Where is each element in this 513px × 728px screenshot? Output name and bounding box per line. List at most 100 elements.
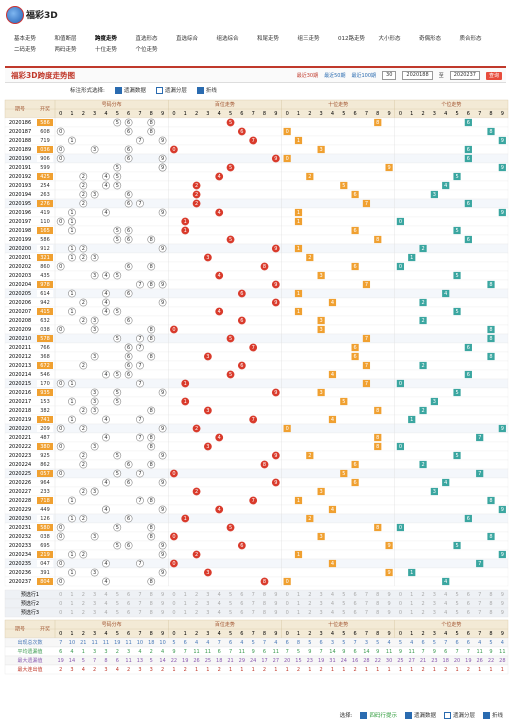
stat-value: 1 — [286, 667, 289, 673]
stat-value: 3 — [127, 649, 130, 655]
row-bg — [4, 558, 509, 569]
hit-circle — [124, 361, 133, 370]
hit-circle — [226, 163, 235, 172]
hit-circle — [249, 415, 258, 424]
number-cell — [37, 569, 53, 576]
hit-digit: 5 — [455, 543, 458, 549]
nav-link[interactable]: 组三走势 — [297, 36, 320, 42]
option[interactable]: 四码行提示 — [360, 711, 397, 719]
draw-number: 942 — [40, 300, 50, 306]
number-cell — [37, 227, 53, 234]
nav-link[interactable]: 二码走势 — [14, 47, 37, 53]
hit-square — [351, 262, 359, 271]
preselect-digit: 5 — [229, 592, 232, 598]
hit-digit: 3 — [93, 273, 96, 279]
option[interactable]: 遗漏数据 — [114, 86, 146, 94]
hit-digit: 8 — [489, 534, 492, 540]
nav-link[interactable]: 基本走势 — [14, 36, 37, 42]
number-cell — [37, 200, 53, 207]
preselect-digit: 7 — [365, 592, 368, 598]
hit-circle — [79, 181, 88, 190]
preselect-digit: 8 — [376, 610, 379, 616]
option[interactable]: 折线 — [482, 711, 503, 719]
checkbox[interactable] — [196, 87, 204, 94]
hit-circle — [102, 415, 110, 424]
digit-label: 6 — [467, 631, 470, 637]
nav-link[interactable]: 直选形态 — [135, 36, 158, 42]
query-button[interactable]: 查询 — [485, 71, 502, 80]
hit-square — [396, 262, 405, 271]
recent-link[interactable]: 最近50期 — [324, 73, 346, 79]
preselect-digit: 5 — [116, 610, 119, 616]
stat-value: 5 — [342, 640, 345, 646]
nav-link[interactable]: 直选综合 — [176, 36, 199, 42]
hit-square — [419, 460, 427, 469]
row-bg — [4, 432, 509, 443]
hit-digit: 4 — [104, 579, 107, 585]
hit-circle — [90, 145, 99, 154]
option[interactable]: 折线 — [196, 86, 217, 94]
row-bg — [4, 324, 509, 335]
digit-label: 4 — [104, 631, 107, 637]
row-bg — [4, 477, 509, 488]
nav-link[interactable]: 大小形态 — [378, 36, 401, 42]
nav-link[interactable]: 十位走势 — [95, 47, 118, 53]
to-input[interactable]: 2020237 — [449, 71, 480, 80]
checkbox[interactable] — [360, 712, 368, 719]
option[interactable]: 遗漏数据 — [404, 711, 436, 719]
issue: 2020230 — [9, 516, 31, 522]
hit-square — [374, 433, 382, 442]
draw-number: 586 — [40, 120, 50, 126]
draw-number: 038 — [40, 327, 50, 333]
checkbox[interactable] — [404, 712, 412, 719]
hit-square — [453, 541, 461, 550]
nav-link[interactable]: 跨度走势 — [95, 36, 118, 42]
hit-digit: 6 — [467, 120, 470, 126]
nav-link[interactable]: 个位走势 — [135, 47, 158, 53]
nav-link[interactable]: 组选综合 — [216, 36, 239, 42]
draw-number: 153 — [40, 399, 50, 405]
nav-link[interactable]: 和值断层 — [54, 36, 77, 42]
period-select[interactable]: 30 — [382, 71, 397, 80]
stat-value: 1 — [478, 667, 481, 673]
option[interactable]: 遗漏分层 — [443, 711, 475, 719]
number-cell — [37, 443, 53, 450]
nav-link[interactable]: 和尾走势 — [257, 36, 280, 42]
stat-value: 9 — [376, 649, 379, 655]
hit-digit: 2 — [82, 183, 85, 189]
hit-digit: 4 — [218, 435, 221, 441]
checkbox[interactable] — [114, 87, 122, 94]
hit-square — [328, 370, 337, 379]
hit-square — [351, 352, 359, 361]
preselect-digit: 4 — [218, 592, 221, 598]
recent-link[interactable]: 最近100期 — [351, 73, 377, 79]
preselect-digit: 0 — [399, 592, 402, 598]
hit-circle — [68, 496, 76, 505]
digit-label: 4 — [444, 631, 447, 637]
hit-square — [442, 478, 450, 487]
recent-link[interactable]: 最近30期 — [296, 73, 319, 79]
digit-label: 5 — [342, 631, 345, 637]
stat-value: 9 — [342, 649, 345, 655]
option[interactable]: 遗漏分层 — [155, 86, 187, 94]
number-cell — [37, 560, 53, 567]
from-input[interactable]: 2020188 — [402, 71, 433, 80]
digit-label: 7 — [138, 111, 141, 117]
hit-digit: 1 — [184, 219, 187, 225]
checkbox[interactable] — [482, 712, 490, 719]
stat-value: 18 — [443, 658, 449, 664]
digit-label: 8 — [489, 631, 492, 637]
stat-value: 6 — [263, 649, 266, 655]
nav-link[interactable]: 质合形态 — [459, 36, 482, 42]
hit-circle — [124, 352, 133, 361]
checkbox[interactable] — [443, 712, 451, 719]
hit-digit: 7 — [138, 435, 141, 441]
hit-digit: 1 — [410, 570, 413, 576]
hit-digit: 5 — [116, 309, 119, 315]
checkbox[interactable] — [155, 87, 163, 94]
nav-link[interactable]: 两码走势 — [54, 47, 77, 53]
nav-link[interactable]: 012路走势 — [338, 36, 365, 42]
hit-digit: 6 — [127, 462, 130, 468]
hit-square — [487, 334, 495, 343]
nav-link[interactable]: 奇偶形态 — [419, 36, 442, 42]
